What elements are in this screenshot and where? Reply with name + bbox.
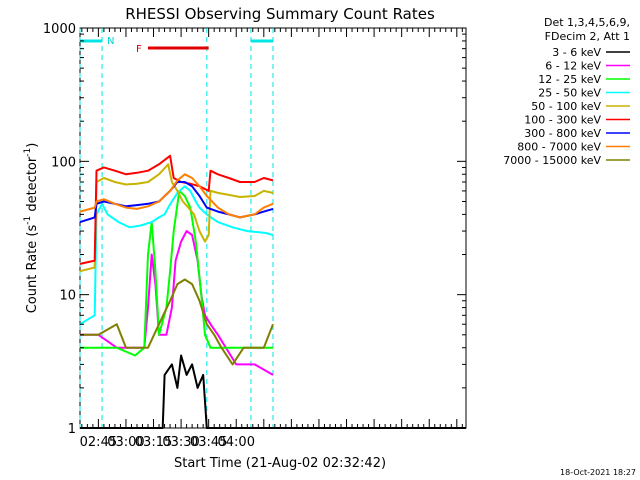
legend-entry-label: 12 - 25 keV [538,73,601,86]
legend-entry-label: 3 - 6 keV [552,46,601,59]
x-tick-label: 03:45 [190,435,227,450]
y-axis-label-part-3: ) [25,143,40,148]
y-tick-label: 100 [51,155,76,170]
x-tick-label: 03:00 [107,435,144,450]
y-tick-label: 10 [59,289,76,304]
legend: Det 1,3,4,5,6,9, FDecim 2, Att 1 3 - 6 k… [503,16,630,167]
footer-date: 18-Oct-2021 18:27 [560,468,636,477]
y-tick-label: 1000 [43,22,76,37]
legend-entry-label: 6 - 12 keV [545,60,601,73]
legend-entry-label: 50 - 100 keV [531,100,601,113]
x-tick-label: 02:45 [80,435,117,450]
legend-header-line-1: Det 1,3,4,5,6,9, [544,16,630,29]
markers-layer: NF [79,28,274,428]
series-line [79,185,274,326]
y-axis-label: Count Rate (s-1 detector-1) [23,143,40,314]
legend-header-line-2: FDecim 2, Att 1 [545,30,630,43]
legend-entry-label: 7000 - 15000 keV [503,154,601,167]
series-line [80,189,273,357]
x-tick-label: 04:00 [218,435,255,450]
x-axis-label: Start Time (21-Aug-02 02:32:42) [174,456,386,471]
night-label: N [107,36,114,47]
series-line [79,163,274,273]
series-line [79,173,274,219]
y-axis: 1 10 100 1000 [43,22,466,437]
series-line [80,230,274,376]
series-line [80,278,274,366]
legend-entry-label: 800 - 7000 keV [517,141,601,154]
series-line [80,354,466,429]
flare-label: F [136,44,142,55]
y-tick-label: 1 [68,422,76,437]
x-tick-label: 03:15 [135,435,172,450]
chart-title: RHESSI Observing Summary Count Rates [125,5,435,23]
y-axis-label-exp-1: -1 [23,216,33,225]
y-axis-label-exp-2: -1 [23,148,33,157]
series-layer [79,154,466,429]
legend-entry-label: 300 - 800 keV [524,127,601,140]
y-axis-label-part-1: Count Rate (s [25,225,40,314]
legend-entry-label: 25 - 50 keV [538,87,601,100]
y-axis-label-part-2: detector [25,156,40,216]
x-tick-label: 03:30 [162,435,199,450]
legend-entry-label: 100 - 300 keV [524,114,601,127]
